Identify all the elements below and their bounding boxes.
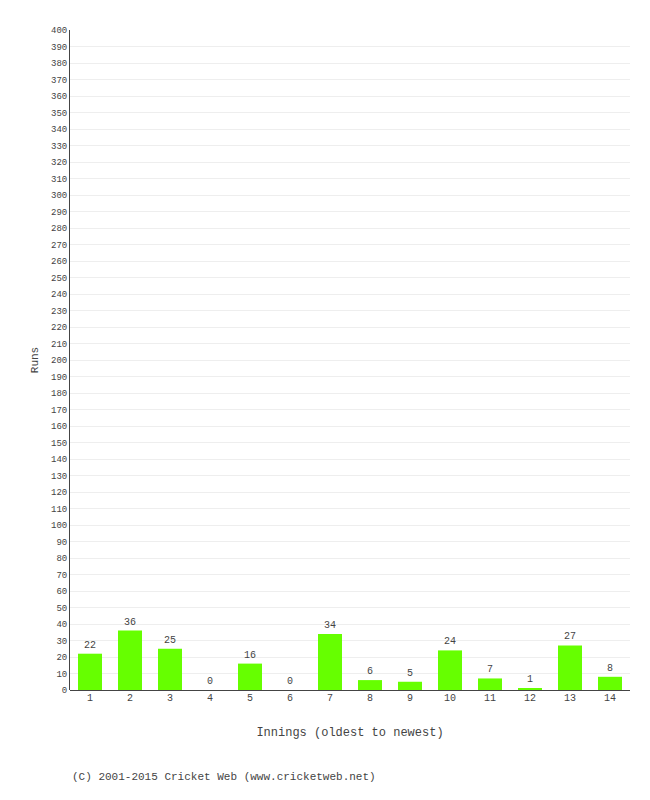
svg-text:190: 190 — [51, 373, 67, 383]
svg-text:1: 1 — [527, 674, 533, 685]
svg-text:140: 140 — [51, 455, 67, 465]
svg-text:5: 5 — [407, 668, 413, 679]
svg-text:10: 10 — [56, 670, 67, 680]
svg-text:70: 70 — [56, 571, 67, 581]
svg-text:10: 10 — [444, 693, 456, 704]
svg-text:270: 270 — [51, 241, 67, 251]
svg-text:6: 6 — [367, 666, 373, 677]
svg-text:180: 180 — [51, 389, 67, 399]
svg-text:8: 8 — [367, 693, 373, 704]
svg-text:220: 220 — [51, 323, 67, 333]
svg-text:160: 160 — [51, 422, 67, 432]
svg-text:50: 50 — [56, 604, 67, 614]
svg-text:34: 34 — [324, 620, 336, 631]
svg-text:60: 60 — [56, 587, 67, 597]
svg-text:8: 8 — [607, 663, 613, 674]
svg-text:380: 380 — [51, 59, 67, 69]
svg-text:3: 3 — [167, 693, 173, 704]
svg-text:0: 0 — [62, 686, 67, 696]
svg-text:25: 25 — [164, 635, 176, 646]
svg-text:360: 360 — [51, 92, 67, 102]
svg-text:0: 0 — [287, 676, 293, 687]
svg-text:260: 260 — [51, 257, 67, 267]
svg-text:1: 1 — [87, 693, 93, 704]
svg-text:0: 0 — [207, 676, 213, 687]
svg-text:Innings (oldest to newest): Innings (oldest to newest) — [256, 726, 443, 740]
svg-text:5: 5 — [247, 693, 253, 704]
svg-text:80: 80 — [56, 554, 67, 564]
svg-text:7: 7 — [487, 664, 493, 675]
svg-text:290: 290 — [51, 208, 67, 218]
svg-text:310: 310 — [51, 175, 67, 185]
svg-text:11: 11 — [484, 693, 496, 704]
svg-text:370: 370 — [51, 76, 67, 86]
svg-text:300: 300 — [51, 191, 67, 201]
svg-text:Runs: Runs — [29, 347, 41, 373]
svg-text:250: 250 — [51, 274, 67, 284]
svg-text:150: 150 — [51, 439, 67, 449]
svg-text:340: 340 — [51, 125, 67, 135]
svg-text:120: 120 — [51, 488, 67, 498]
svg-text:30: 30 — [56, 637, 67, 647]
svg-text:16: 16 — [244, 650, 256, 661]
svg-text:200: 200 — [51, 356, 67, 366]
svg-text:90: 90 — [56, 538, 67, 548]
svg-text:2: 2 — [127, 693, 133, 704]
svg-text:(C) 2001-2015 Cricket Web (www: (C) 2001-2015 Cricket Web (www.cricketwe… — [72, 771, 376, 783]
svg-text:40: 40 — [56, 620, 67, 630]
svg-text:110: 110 — [51, 505, 67, 515]
svg-text:400: 400 — [51, 26, 67, 36]
svg-text:100: 100 — [51, 521, 67, 531]
svg-text:12: 12 — [524, 693, 536, 704]
svg-text:27: 27 — [564, 631, 576, 642]
svg-text:350: 350 — [51, 109, 67, 119]
svg-text:390: 390 — [51, 43, 67, 53]
svg-text:330: 330 — [51, 142, 67, 152]
svg-text:14: 14 — [604, 693, 616, 704]
svg-text:210: 210 — [51, 340, 67, 350]
svg-text:20: 20 — [56, 653, 67, 663]
svg-text:240: 240 — [51, 290, 67, 300]
svg-text:7: 7 — [327, 693, 333, 704]
svg-text:22: 22 — [84, 640, 96, 651]
svg-text:13: 13 — [564, 693, 576, 704]
svg-text:24: 24 — [444, 636, 456, 647]
svg-text:9: 9 — [407, 693, 413, 704]
svg-text:230: 230 — [51, 307, 67, 317]
svg-text:280: 280 — [51, 224, 67, 234]
svg-text:4: 4 — [207, 693, 213, 704]
svg-text:36: 36 — [124, 617, 136, 628]
svg-text:170: 170 — [51, 406, 67, 416]
svg-text:130: 130 — [51, 472, 67, 482]
svg-text:6: 6 — [287, 693, 293, 704]
svg-text:320: 320 — [51, 158, 67, 168]
